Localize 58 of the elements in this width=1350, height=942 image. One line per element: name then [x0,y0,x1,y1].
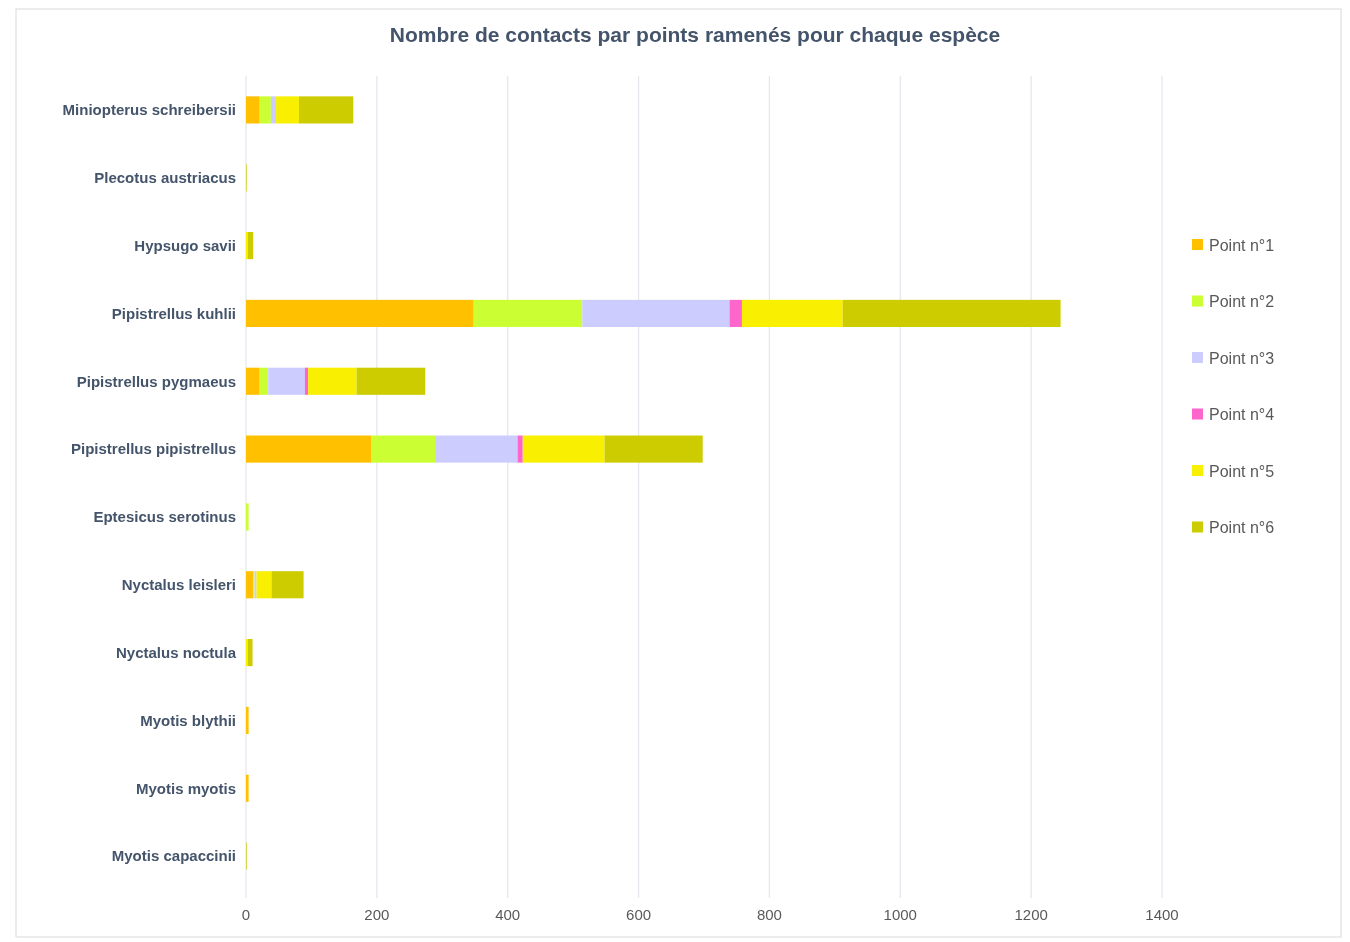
bar [276,96,299,124]
y-tick-label: Nyctalus noctula [115,643,237,661]
y-tick-label: Nyctalus leisleri [121,576,236,593]
x-tick-label: 200 [364,906,390,923]
bar [308,367,357,395]
bar [270,96,277,124]
legend-label: Point n°6 [1209,519,1275,537]
y-tick-label: Myotis myotis [135,779,236,797]
y-tick-label: Eptesicus serotinus [93,508,236,526]
bar [582,299,730,327]
bar [246,96,260,124]
legend-label: Point n°5 [1209,462,1275,480]
y-tick-label: Myotis capaccinii [111,847,236,865]
bar [246,706,249,734]
bar [522,435,605,463]
bar [246,571,254,599]
x-tick-label: 1200 [1014,906,1048,923]
bar [604,435,703,463]
bar [246,299,474,327]
bar [246,503,249,531]
bar [271,571,304,599]
bar [741,299,843,327]
bar [246,774,249,802]
y-tick-label: Myotis blythii [140,711,236,729]
x-tick-label: 800 [756,906,782,923]
bar [356,367,426,395]
y-tick-label: Plecotus austriacus [94,169,236,186]
bar [299,96,354,124]
bar [256,571,272,599]
bar [842,299,1061,327]
bar [304,367,309,395]
bar [371,435,436,463]
chart-title: Nombre de contacts par points ramenés pour chaque espèce [389,23,1001,46]
y-tick-label: Miniopterus schreibersii [62,101,236,119]
y-tick-label: Pipistrellus pipistrellus [70,440,236,458]
bar [268,367,305,395]
bar [246,435,372,463]
x-tick-label: 600 [626,906,652,923]
bar [473,299,583,327]
bar [259,96,271,124]
bar [517,435,523,463]
legend-label: Point n°3 [1209,349,1275,367]
y-tick-label: Pipistrellus kuhlii [111,304,236,322]
legend-label: Point n°2 [1209,293,1275,311]
bar [247,232,254,260]
legend-label: Point n°4 [1209,406,1275,424]
y-tick-label: Pipistrellus pygmaeus [76,372,236,390]
legend-label: Point n°1 [1209,236,1275,254]
x-tick-label: 400 [495,906,521,923]
x-tick-label: 0 [241,906,251,923]
bar [729,299,742,327]
y-tick-label: Hypsugo savii [134,236,236,254]
bar [247,639,253,667]
bar [246,367,260,395]
bar [259,367,269,395]
x-tick-label: 1000 [883,906,917,923]
bar [435,435,518,463]
x-tick-label: 1400 [1145,906,1179,923]
